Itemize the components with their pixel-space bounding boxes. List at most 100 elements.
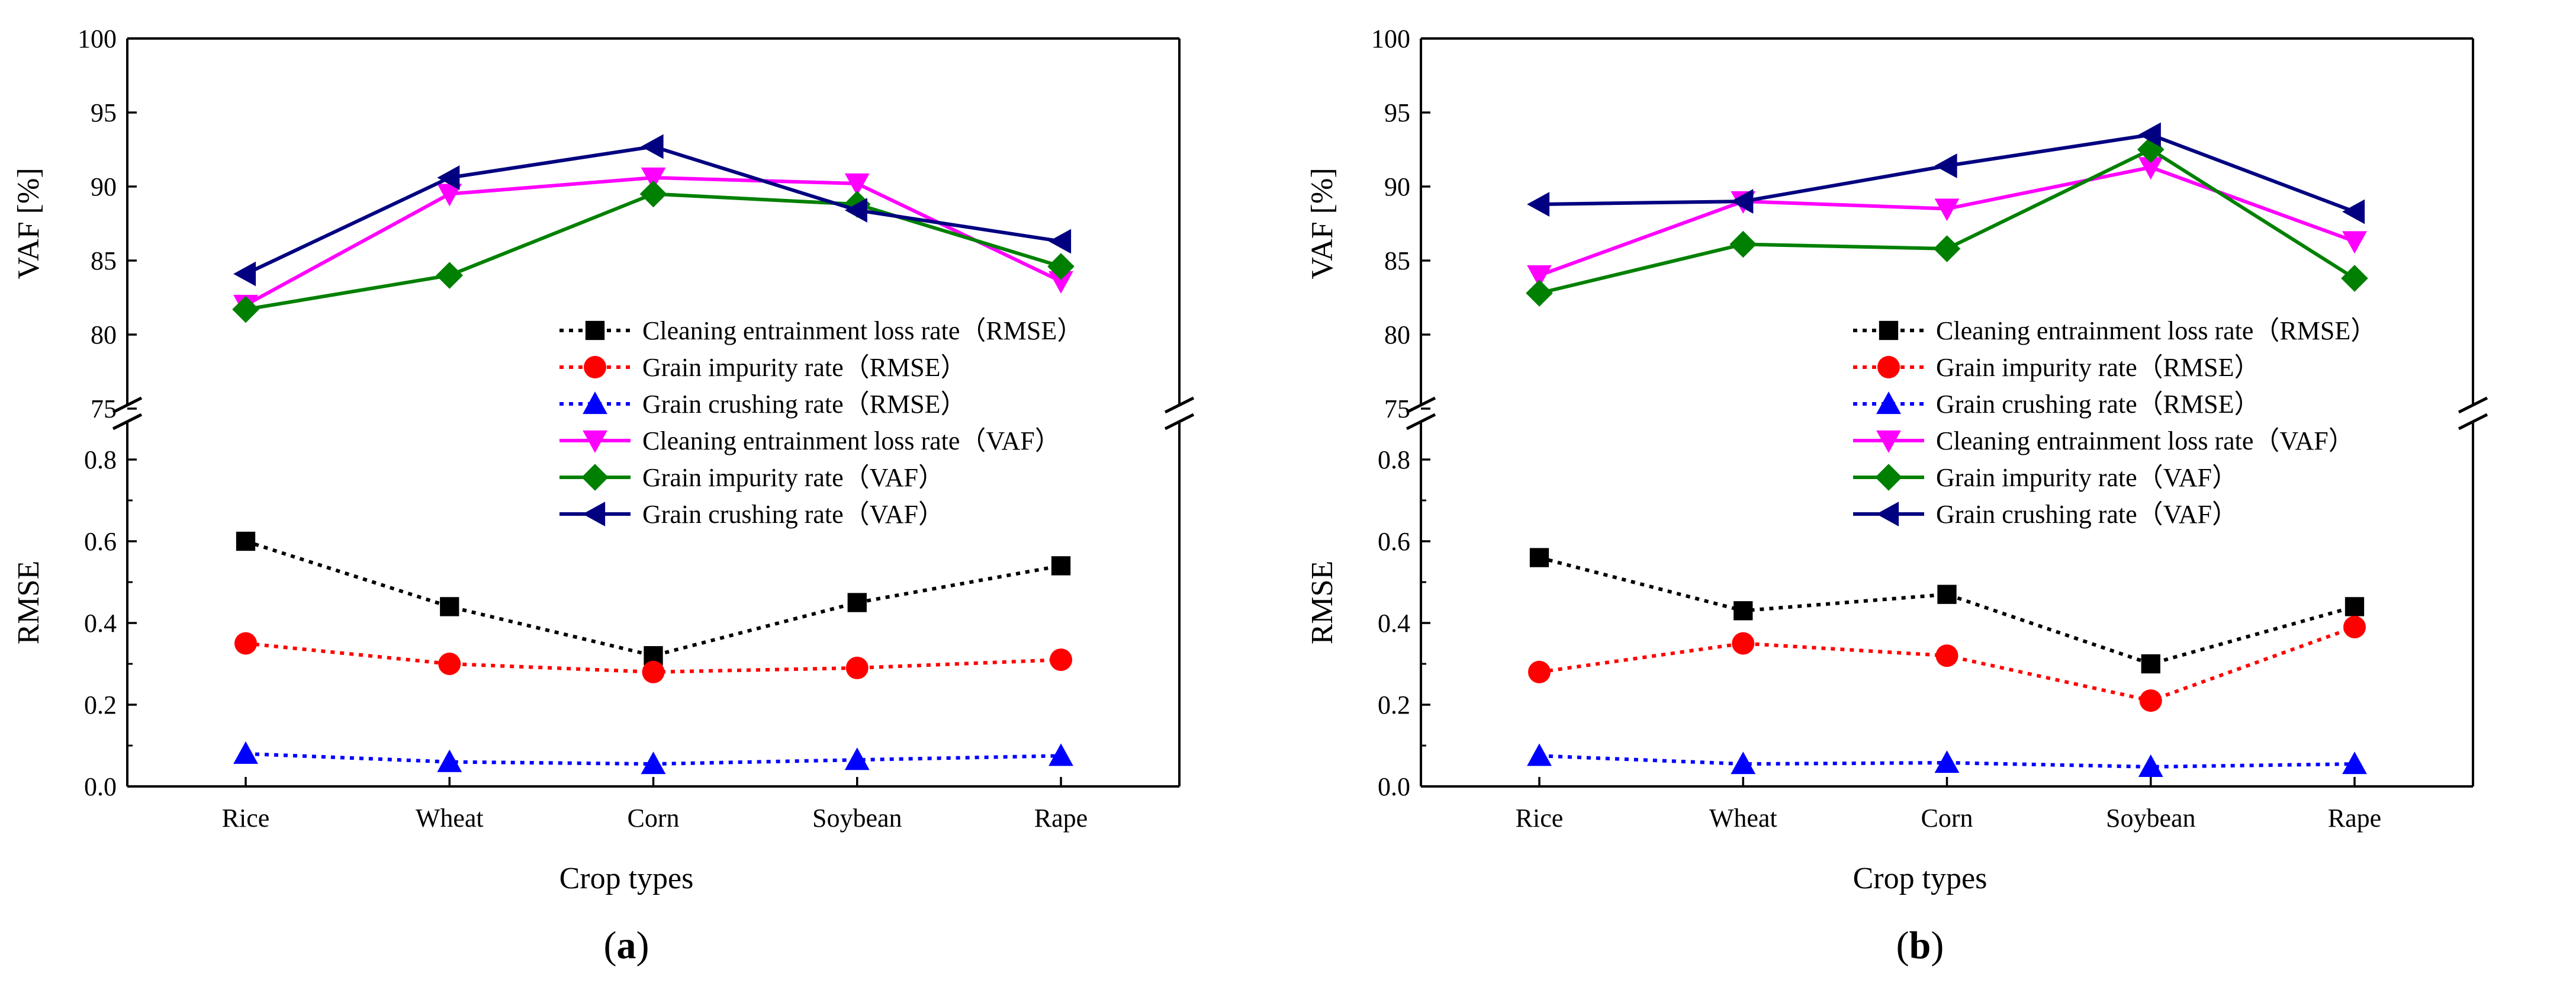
data-point-marker: [2342, 199, 2365, 224]
series-rmse-0: [236, 531, 1071, 666]
legend: Cleaning entrainment loss rate（RMSE） Grai…: [1853, 316, 2376, 529]
data-point-marker: [1527, 265, 1552, 288]
legend-marker: [1879, 320, 1899, 341]
data-point-marker: [2138, 122, 2161, 147]
legend-marker: [1876, 502, 1899, 526]
panel-label-letter: a: [617, 924, 636, 967]
legend-marker: [583, 502, 606, 526]
axis-break-mark: [112, 413, 143, 431]
data-point-marker: [232, 296, 259, 323]
series-line: [245, 192, 1062, 311]
data-point-marker: [1529, 548, 1549, 567]
series-rmse-1: [234, 632, 1072, 683]
y-tick-label-rmse: 0.0: [1378, 772, 1410, 801]
y-axis-title-vaf: VAF [%]: [12, 168, 46, 279]
data-point-marker: [639, 180, 667, 208]
data-point-marker: [1732, 632, 1755, 655]
x-axis-title: Crop types: [559, 862, 694, 895]
x-tick-label: Rape: [2328, 804, 2381, 833]
y-tick-label-rmse: 0.4: [1378, 609, 1410, 638]
y-axis-title-vaf: VAF [%]: [1305, 168, 1339, 279]
y-tick-label-vaf: 90: [91, 172, 117, 201]
data-point-marker: [641, 167, 666, 190]
legend-label: Grain impurity rate（RMSE）: [642, 353, 967, 382]
data-point-marker: [1528, 660, 1551, 683]
data-point-marker: [2138, 157, 2163, 180]
series-line: [245, 144, 1062, 276]
y-tick-label-rmse: 0.8: [84, 445, 117, 474]
chart-panel-b: 75 80 85 90 95 100 0.0 0.2 0.4 0.6 0.8 Rice Wheat Cor…: [1305, 24, 2488, 967]
series-rmse-0: [1529, 548, 2365, 674]
data-point-marker: [1049, 229, 1072, 254]
panel-label-open: (: [604, 924, 617, 967]
data-point-marker: [1049, 271, 1073, 294]
data-point-marker: [844, 173, 870, 196]
y-tick-label-rmse: 0.4: [84, 609, 117, 638]
data-point-marker: [438, 653, 461, 675]
data-point-marker: [2345, 597, 2365, 616]
legend-label: Grain impurity rate（RMSE）: [1936, 353, 2260, 382]
x-tick-label: Wheat: [1709, 804, 1777, 833]
y-axis-title-rmse: RMSE: [1305, 561, 1339, 645]
y-tick-label-vaf: 80: [91, 320, 117, 349]
data-point-marker: [2139, 689, 2162, 712]
legend-marker: [584, 356, 606, 378]
legend-marker: [583, 391, 607, 415]
y-tick-label-vaf: 100: [1371, 24, 1410, 53]
data-point-marker: [437, 165, 460, 190]
legend-marker: [1876, 391, 1901, 415]
y-tick-label-vaf: 85: [1384, 246, 1410, 275]
y-tick-label-vaf: 85: [91, 246, 117, 275]
x-axis-title: Crop types: [1853, 862, 1988, 895]
y-tick-label-vaf: 95: [91, 98, 117, 127]
series-rmse-2: [233, 741, 1073, 775]
legend-marker: [585, 320, 605, 341]
series-vaf-4: [232, 180, 1075, 323]
data-point-marker: [1731, 189, 1754, 214]
data-point-marker: [641, 134, 664, 159]
legend-label: Grain crushing rate（RMSE）: [642, 390, 966, 419]
data-point-marker: [1731, 751, 1756, 775]
legend-marker: [581, 464, 609, 491]
y-tick-label-rmse: 0.2: [1378, 690, 1410, 720]
data-point-marker: [847, 593, 867, 612]
data-point-marker: [1934, 153, 1957, 178]
legend-label: Grain impurity rate（VAF）: [642, 463, 944, 492]
y-tick-label-vaf: 75: [91, 394, 117, 423]
axis-break-mark: [2458, 396, 2488, 414]
axis-break-mark: [2458, 413, 2488, 431]
y-tick-label-vaf: 75: [1384, 394, 1410, 423]
x-tick-label: Corn: [628, 804, 680, 833]
data-point-marker: [440, 597, 459, 616]
data-point-marker: [844, 747, 870, 770]
data-point-marker: [642, 660, 665, 683]
data-point-marker: [2342, 231, 2367, 254]
y-axis-title-rmse: RMSE: [12, 561, 46, 645]
data-point-marker: [2138, 754, 2163, 777]
legend-label: Cleaning entrainment loss rate（RMSE）: [642, 316, 1083, 345]
data-point-marker: [845, 656, 869, 679]
series-line: [245, 539, 1062, 658]
panel-label: (a): [604, 924, 649, 967]
y-tick-label-rmse: 0.6: [84, 527, 117, 556]
data-point-marker: [641, 751, 666, 775]
series-vaf-5: [1527, 122, 2365, 224]
data-point-marker: [1934, 750, 1960, 773]
x-tick-label: Rice: [1516, 804, 1564, 833]
data-point-marker: [436, 262, 464, 289]
y-tick-label-rmse: 0.6: [1378, 527, 1410, 556]
series-vaf-3: [1527, 157, 2367, 288]
legend-marker: [1876, 430, 1901, 453]
data-point-marker: [2341, 265, 2368, 292]
legend-marker: [1875, 464, 1902, 491]
data-point-marker: [1933, 235, 1961, 262]
legend-marker: [1877, 356, 1900, 378]
series-rmse-1: [1528, 615, 2366, 712]
data-point-marker: [234, 632, 257, 655]
data-point-marker: [233, 741, 258, 764]
legend-label: Cleaning entrainment loss rate（VAF）: [1936, 426, 2355, 455]
panel-label-close: ): [636, 924, 649, 967]
data-point-marker: [1050, 648, 1072, 672]
x-tick-label: Soybean: [2106, 804, 2196, 833]
